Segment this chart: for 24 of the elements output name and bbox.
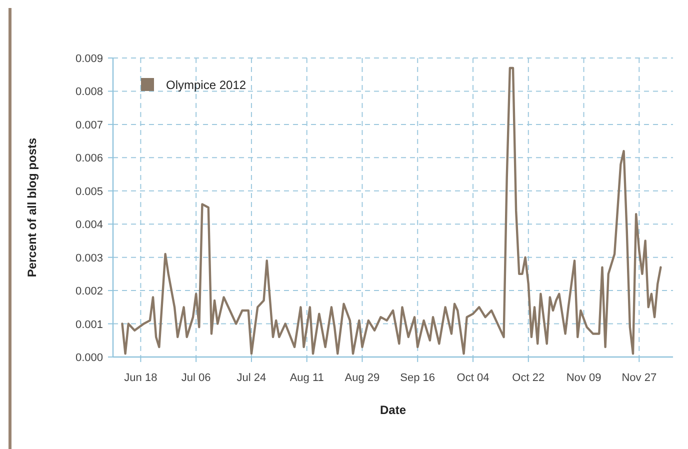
x-tick-label: Aug 29 xyxy=(344,372,380,384)
y-tick-label: 0.002 xyxy=(75,286,103,298)
line-series xyxy=(121,66,662,355)
y-tick-label: 0.000 xyxy=(75,352,103,364)
y-tick-label: 0.007 xyxy=(75,119,103,132)
x-tick-label: Nov 27 xyxy=(622,372,657,384)
y-tick-label: 0.008 xyxy=(75,86,103,98)
y-tick-label: 0.001 xyxy=(75,318,103,331)
y-axis-title: Percent of all blog posts xyxy=(25,138,39,278)
legend-label: Olympice 2012 xyxy=(166,78,246,92)
y-tick-label: 0.009 xyxy=(75,53,103,65)
x-tick-label: Jul 06 xyxy=(181,372,211,384)
x-tick-label: Nov 09 xyxy=(566,372,602,384)
y-tick-label: 0.005 xyxy=(75,186,103,198)
x-tick-label: Oct 22 xyxy=(512,372,545,384)
y-tick-label: 0.006 xyxy=(75,152,103,165)
x-tick-label: Sep 16 xyxy=(400,372,436,384)
y-tick-label: 0.003 xyxy=(75,252,103,264)
x-tick-label: Oct 04 xyxy=(456,372,490,384)
x-axis-title: Date xyxy=(380,403,406,417)
x-tick-label: Jun 18 xyxy=(124,372,158,384)
x-tick-label: Jul 24 xyxy=(236,372,266,384)
y-tick-label: 0.004 xyxy=(75,219,103,232)
x-tick-label: Aug 11 xyxy=(290,372,324,384)
